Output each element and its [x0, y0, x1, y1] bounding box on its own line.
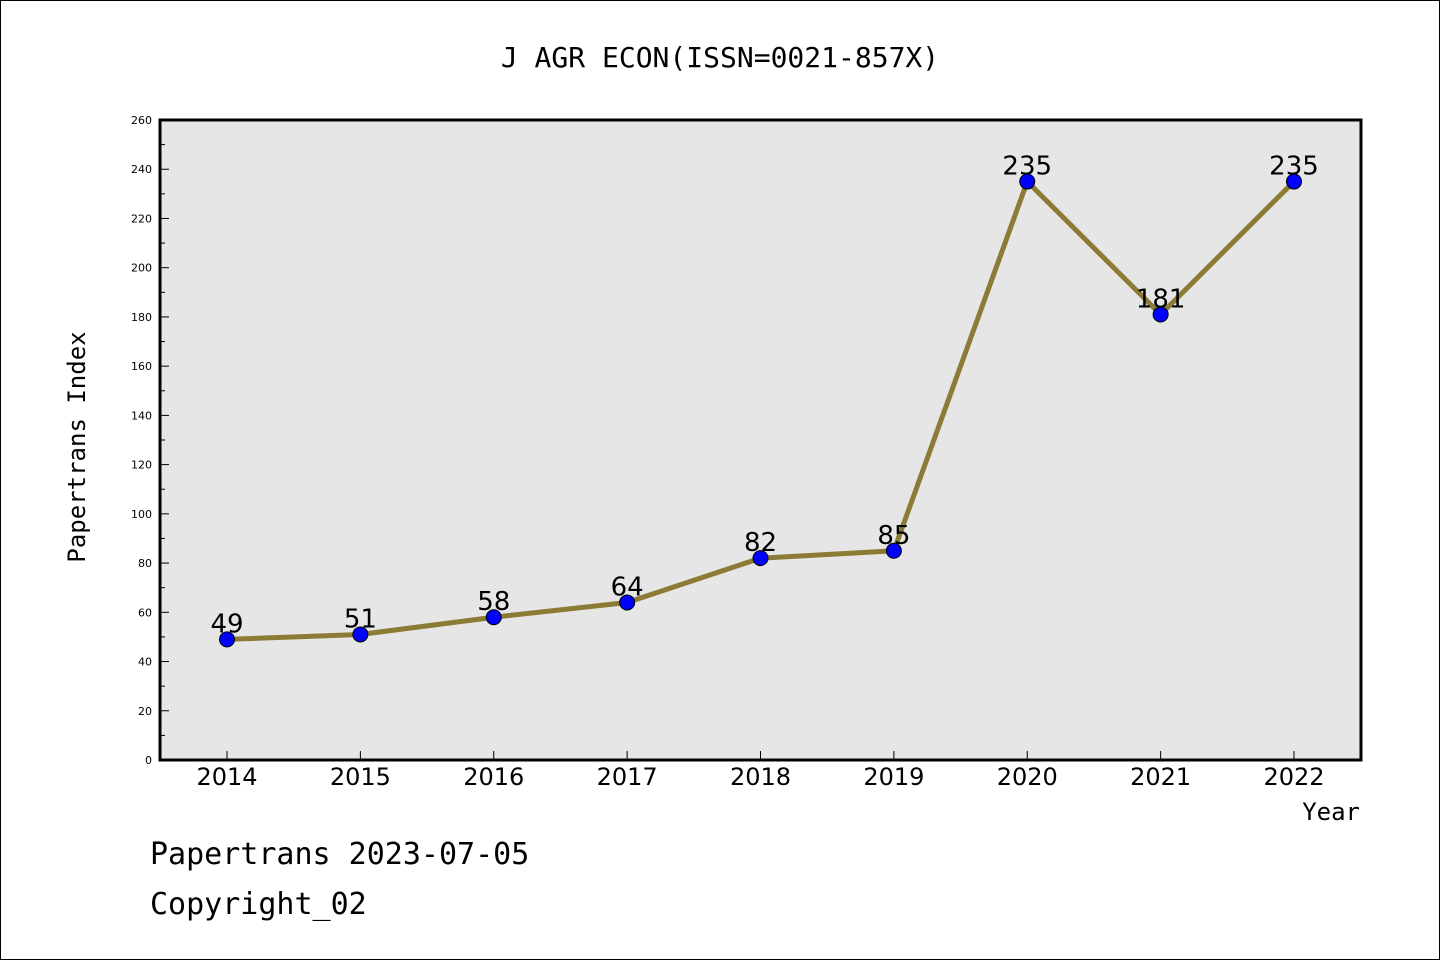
- y-tick-label: 40: [138, 656, 152, 669]
- y-tick-label: 0: [145, 754, 152, 767]
- y-tick-label: 240: [131, 163, 152, 176]
- data-label: 235: [1002, 152, 1052, 182]
- y-tick-label: 80: [138, 557, 152, 570]
- x-tick-label: 2018: [730, 763, 791, 791]
- data-point: [885, 542, 902, 559]
- y-tick-label: 100: [131, 508, 152, 521]
- y-tick-label: 120: [131, 459, 152, 472]
- data-points-layer: [219, 173, 1302, 648]
- y-axis-label: Papertrans Index: [63, 331, 91, 562]
- y-tick-label: 220: [131, 212, 152, 225]
- data-label: 64: [611, 572, 644, 602]
- x-tick-label: 2016: [463, 763, 524, 791]
- x-tick-label: 2014: [196, 763, 257, 791]
- chart-title: J AGR ECON(ISSN=0021-857X): [501, 41, 939, 74]
- y-axis: 0 20 40 60 80 100 120 140 160 180 200 220 240 260: [131, 114, 169, 767]
- data-label: 58: [477, 587, 510, 617]
- data-point: [219, 631, 235, 648]
- data-label: 85: [877, 521, 910, 551]
- y-tick-label: 60: [138, 606, 152, 619]
- data-point: [619, 594, 636, 611]
- x-tick-label: 2015: [330, 763, 391, 791]
- data-label: 49: [210, 609, 243, 639]
- data-point: [752, 550, 769, 567]
- y-tick-label: 20: [138, 705, 152, 718]
- data-labels-layer: 49 51 58 64 82 85 235 181 235: [210, 152, 1318, 640]
- x-axis: 2014 2015 2016 2017 2018 2019 2020 2021 2022: [196, 751, 1325, 791]
- data-point: [1019, 173, 1036, 190]
- y-tick-label: 140: [131, 409, 152, 422]
- data-label: 235: [1269, 152, 1319, 182]
- data-point: [485, 609, 502, 626]
- data-label: 82: [744, 528, 777, 558]
- x-tick-label: 2020: [997, 763, 1058, 791]
- copyright-text: Copyright_02: [150, 887, 367, 922]
- y-tick-label: 160: [131, 360, 152, 373]
- y-tick-label: 260: [131, 114, 152, 127]
- plot-area: [158, 118, 1363, 762]
- data-point: [1286, 173, 1302, 190]
- source-date-text: Papertrans 2023-07-05: [150, 837, 529, 872]
- y-tick-label: 200: [131, 262, 152, 275]
- data-point: [352, 626, 369, 643]
- data-label: 181: [1136, 284, 1186, 314]
- y-tick-label: 180: [131, 311, 152, 324]
- x-tick-label: 2017: [597, 763, 658, 791]
- x-tick-label: 2019: [863, 763, 924, 791]
- x-tick-label: 2022: [1263, 763, 1324, 791]
- data-point: [1152, 306, 1169, 323]
- x-axis-label: Year: [1302, 798, 1360, 826]
- x-tick-label: 2021: [1130, 763, 1191, 791]
- data-label: 51: [344, 604, 377, 634]
